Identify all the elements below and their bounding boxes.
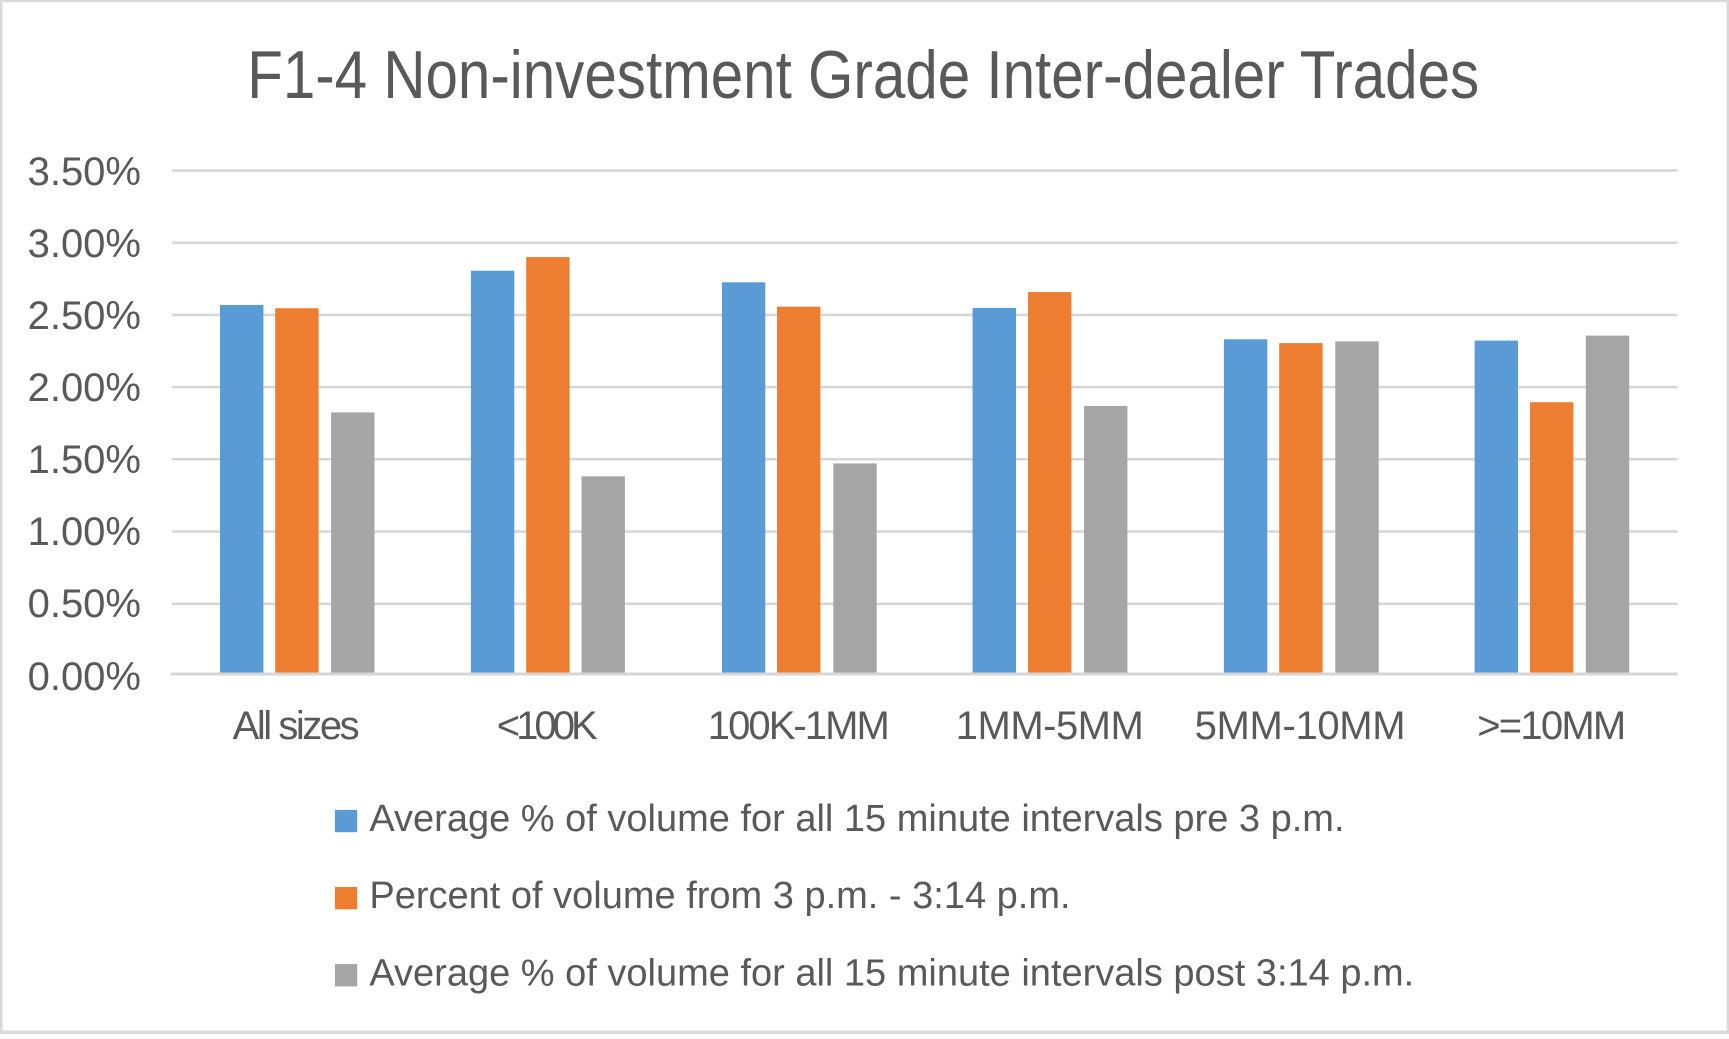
svg-text:F1-4 Non-investment Grade Inte: F1-4 Non-investment Grade Inter-dealer T… xyxy=(247,37,1479,113)
svg-text:2.00%: 2.00% xyxy=(28,366,141,410)
svg-text:Average % of volume for all 15: Average % of volume for all 15 minute in… xyxy=(369,952,1414,994)
svg-text:0.00%: 0.00% xyxy=(28,655,141,699)
svg-text:1.00%: 1.00% xyxy=(28,510,141,554)
svg-text:5MM-10MM: 5MM-10MM xyxy=(1195,704,1406,748)
svg-text:All sizes: All sizes xyxy=(233,704,360,748)
svg-text:<100K: <100K xyxy=(497,704,598,748)
svg-text:Average % of volume for all 15: Average % of volume for all 15 minute in… xyxy=(369,798,1344,840)
svg-text:0.50%: 0.50% xyxy=(28,582,141,626)
svg-text:100K-1MM: 100K-1MM xyxy=(708,704,890,748)
svg-text:1.50%: 1.50% xyxy=(28,438,141,482)
svg-text:>=10MM: >=10MM xyxy=(1477,704,1626,748)
svg-text:Percent of volume from 3 p.m.: Percent of volume from 3 p.m. - 3:14 p.m… xyxy=(369,875,1070,917)
svg-text:1MM-5MM: 1MM-5MM xyxy=(956,704,1144,748)
svg-text:3.00%: 3.00% xyxy=(28,222,141,266)
svg-text:2.50%: 2.50% xyxy=(28,294,141,338)
svg-text:3.50%: 3.50% xyxy=(28,150,141,194)
